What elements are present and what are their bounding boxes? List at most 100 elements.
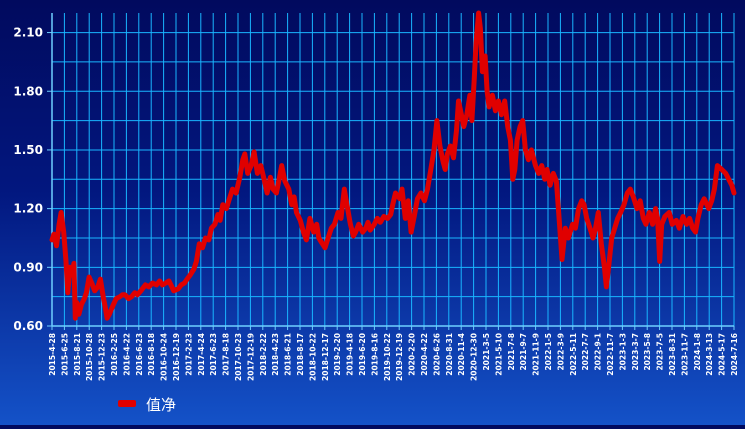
data-point xyxy=(560,258,564,261)
data-point xyxy=(176,287,180,291)
data-point xyxy=(635,207,639,211)
data-point xyxy=(585,216,589,220)
x-tick-label: 2016-10-24 xyxy=(160,333,169,381)
data-point xyxy=(554,179,558,183)
data-point xyxy=(423,199,426,203)
data-point xyxy=(75,301,79,304)
data-point xyxy=(616,216,620,220)
data-point xyxy=(188,273,192,277)
data-point xyxy=(607,261,611,265)
data-point xyxy=(619,211,623,214)
data-point xyxy=(183,281,186,285)
data-point xyxy=(262,177,266,181)
data-point xyxy=(375,216,379,220)
data-point xyxy=(105,316,109,320)
x-tick-label: 2017-6-23 xyxy=(209,333,218,376)
y-tick-label: 2.10 xyxy=(13,26,43,40)
data-point xyxy=(478,27,482,31)
data-point xyxy=(477,11,481,15)
data-point xyxy=(382,215,386,218)
data-point xyxy=(628,187,632,191)
data-point xyxy=(389,213,393,216)
data-point xyxy=(493,109,497,113)
data-point xyxy=(241,158,245,162)
data-point xyxy=(172,289,176,293)
data-point xyxy=(596,211,600,214)
data-point xyxy=(50,238,54,242)
data-point xyxy=(604,285,608,289)
x-tick-label: 2020-6-26 xyxy=(432,333,441,376)
data-point xyxy=(644,222,648,226)
data-point xyxy=(534,164,537,168)
x-tick-label: 2022-9-1 xyxy=(594,333,603,371)
x-tick-label: 2019-10-22 xyxy=(383,333,392,381)
x-tick-label: 2017-4-24 xyxy=(197,333,206,376)
data-point xyxy=(290,203,294,207)
data-point xyxy=(613,226,617,230)
data-point xyxy=(545,168,549,171)
data-point xyxy=(521,119,525,123)
data-point xyxy=(506,125,510,128)
data-point xyxy=(238,175,242,179)
data-point xyxy=(651,222,655,226)
data-point xyxy=(255,171,259,175)
data-point xyxy=(563,226,567,230)
data-point xyxy=(127,297,131,301)
data-point xyxy=(715,164,719,168)
data-point xyxy=(82,297,86,301)
data-point xyxy=(357,222,361,226)
data-point xyxy=(445,152,449,156)
data-point xyxy=(378,220,382,224)
data-point xyxy=(707,207,711,211)
data-point xyxy=(283,179,287,183)
data-point xyxy=(185,277,189,281)
x-tick-label: 2019-4-18 xyxy=(346,333,355,376)
data-point xyxy=(167,279,171,283)
data-point xyxy=(622,203,626,207)
data-point xyxy=(265,191,269,195)
data-point xyxy=(87,275,91,279)
data-point xyxy=(720,168,724,171)
x-tick-label: 2022-3-9 xyxy=(556,333,565,371)
data-point xyxy=(412,215,416,218)
x-tick-label: 2016-4-22 xyxy=(122,333,131,376)
data-point xyxy=(351,234,355,238)
data-point xyxy=(470,119,474,123)
data-point xyxy=(468,93,472,97)
data-point xyxy=(443,168,447,171)
data-point xyxy=(667,211,671,214)
data-point xyxy=(329,226,333,230)
x-tick-label: 2023-1-3 xyxy=(618,333,627,371)
data-point xyxy=(90,281,94,285)
data-point xyxy=(111,303,115,306)
data-point xyxy=(435,119,439,123)
x-tick-label: 2022-11-7 xyxy=(606,333,615,376)
data-point xyxy=(573,226,577,230)
data-point xyxy=(274,191,278,195)
x-tick-label: 2017-12-19 xyxy=(246,333,255,381)
data-point xyxy=(515,138,519,142)
x-tick-label: 2020-12-30 xyxy=(470,333,479,381)
data-point xyxy=(243,152,247,156)
data-point xyxy=(259,164,263,168)
data-point xyxy=(151,281,154,285)
data-point xyxy=(201,246,204,250)
data-point xyxy=(702,197,706,201)
data-point xyxy=(79,303,83,306)
data-point xyxy=(372,222,376,226)
data-point xyxy=(133,291,137,295)
x-tick-label: 2020-4-22 xyxy=(420,333,429,376)
data-point xyxy=(344,197,348,201)
data-point xyxy=(660,222,664,226)
data-point xyxy=(160,283,164,287)
data-point xyxy=(403,216,407,220)
data-point xyxy=(391,203,395,207)
data-point xyxy=(326,236,330,240)
data-point xyxy=(292,195,296,199)
data-point xyxy=(84,291,88,295)
data-point xyxy=(656,216,660,220)
data-point xyxy=(490,93,494,97)
data-point xyxy=(712,187,716,191)
data-point xyxy=(474,40,478,44)
